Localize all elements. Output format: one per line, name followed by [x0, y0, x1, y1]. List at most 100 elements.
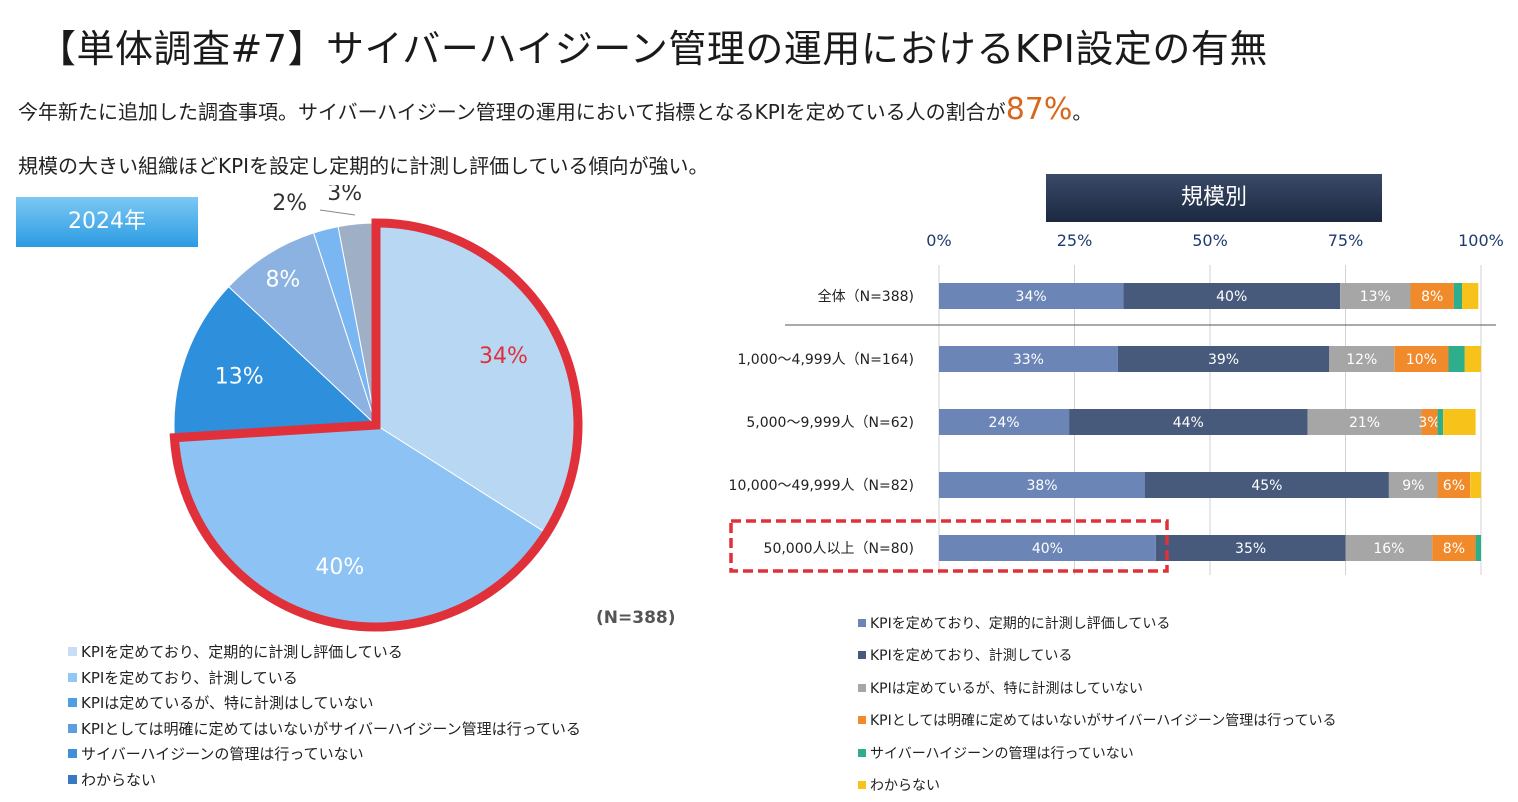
- bar-segment: [1448, 346, 1465, 372]
- category-label: 10,000～49,999人（N=82): [729, 478, 914, 494]
- subtitle-line-2: 規模の大きい組織ほどKPIを設定し定期的に計測し評価している傾向が強い。: [18, 154, 709, 178]
- pie-legend: KPIを定めており、定期的に計測し評価している KPIを定めており、計測している K…: [68, 640, 581, 793]
- x-tick-label: 75%: [1328, 231, 1364, 250]
- bar-segment: [1117, 346, 1330, 372]
- bar-legend-item: KPIは定めているが、特に計測はしていない: [858, 673, 1337, 705]
- bar-value-label: 13%: [1360, 289, 1391, 305]
- legend-label: KPIは定めているが、特に計測はしていない: [870, 680, 1144, 697]
- year-badge: 2024年: [16, 197, 198, 247]
- pie-legend-item: サイバーハイジーンの管理は行っていない: [68, 742, 581, 768]
- pie-slice-label: 8%: [265, 267, 300, 292]
- legend-swatch: [858, 619, 866, 627]
- bar-legend: KPIを定めており、定期的に計測し評価している KPIを定めており、計測している K…: [858, 608, 1337, 802]
- x-tick-label: 100%: [1458, 231, 1504, 250]
- category-label: 1,000～4,999人（N=164): [737, 352, 914, 368]
- pie-slice: [227, 232, 377, 426]
- bar-segment: [1437, 409, 1443, 435]
- bar-legend-item: KPIを定めており、計測している: [858, 640, 1337, 672]
- pie-legend-item: わからない: [68, 768, 581, 794]
- bar-value-label: 9%: [1402, 478, 1424, 494]
- bar-value-label: 44%: [1173, 415, 1204, 431]
- legend-swatch: [68, 647, 77, 656]
- legend-label: KPIを定めており、計測している: [870, 648, 1073, 665]
- bar-value-label: 45%: [1251, 478, 1282, 494]
- legend-label: KPIを定めており、計測している: [81, 668, 298, 687]
- legend-label: KPIとしては明確に定めてはいないがサイバーハイジーン管理は行っている: [870, 713, 1337, 730]
- bar-segment: [1462, 283, 1479, 309]
- row-highlight-box: [729, 519, 1169, 573]
- legend-label: サイバーハイジーンの管理は行っていない: [870, 745, 1134, 762]
- subtitle-text: 今年新たに追加した調査事項。サイバーハイジーン管理の運用において指標となるKPI…: [18, 100, 1006, 124]
- pie-slice-label: 13%: [215, 365, 264, 390]
- bar-value-label: 21%: [1349, 415, 1380, 431]
- legend-swatch: [858, 716, 866, 725]
- bar-segment: [1432, 535, 1476, 561]
- bar-segment: [939, 535, 1156, 561]
- category-label: 5,000～9,999人（N=62): [746, 415, 914, 431]
- bar-segment: [1069, 409, 1308, 435]
- bar-segment: [1307, 409, 1422, 435]
- bar-value-label: 33%: [1013, 352, 1044, 368]
- bar-value-label: 35%: [1235, 541, 1266, 557]
- legend-label: KPIを定めており、定期的に計測し評価している: [81, 643, 403, 661]
- bar-value-label: 40%: [1216, 289, 1247, 305]
- bar-value-label: 6%: [1443, 478, 1465, 494]
- pie-leader-line: [319, 209, 356, 216]
- legend-swatch: [858, 781, 866, 790]
- legend-swatch: [68, 723, 77, 733]
- legend-label: わからない: [81, 770, 157, 789]
- subtitle-line-1: 今年新たに追加した調査事項。サイバーハイジーン管理の運用において指標となるKPI…: [18, 92, 1092, 127]
- pie-sample-size: (N=388): [596, 608, 676, 628]
- bar-legend-item: KPIとしては明確に定めてはいないがサイバーハイジーン管理は行っている: [858, 705, 1337, 737]
- bar-segment: [1464, 346, 1481, 372]
- bar-value-label: 38%: [1026, 478, 1057, 494]
- x-tick-label: 50%: [1192, 231, 1228, 250]
- bar-segment: [939, 346, 1118, 372]
- pie-legend-item: KPIを定めており、定期的に計測し評価している: [68, 640, 581, 666]
- bar-segment: [1345, 535, 1433, 561]
- bar-value-label: 40%: [1032, 541, 1063, 557]
- bar-segment: [939, 409, 1070, 435]
- bar-segment: [1410, 283, 1454, 309]
- bar-segment: [1123, 283, 1341, 309]
- bar-value-label: 8%: [1421, 289, 1443, 305]
- bar-segment: [1453, 283, 1462, 309]
- pie-legend-item: KPIは定めているが、特に計測はしていない: [68, 691, 581, 717]
- subtitle-end: 。: [1072, 100, 1093, 124]
- pie-highlight-outline: [169, 218, 583, 632]
- bar-value-label: 10%: [1406, 352, 1437, 368]
- legend-swatch: [858, 683, 866, 692]
- bar-segment: [1443, 409, 1476, 435]
- bar-segment: [1155, 535, 1346, 561]
- bar-segment: [1145, 472, 1389, 498]
- bar-segment: [1388, 472, 1438, 498]
- legend-label: KPIを定めており、定期的に計測し評価している: [870, 616, 1171, 632]
- legend-label: KPIとしては明確に定めてはいないがサイバーハイジーン管理は行っている: [81, 719, 581, 738]
- bar-value-label: 34%: [1016, 289, 1047, 305]
- pie-slice: [173, 285, 378, 439]
- legend-swatch: [68, 672, 77, 682]
- bar-segment: [1421, 409, 1438, 435]
- category-label: 全体（N=388): [818, 288, 914, 305]
- page-title: 【単体調査#7】サイバーハイジーン管理の運用におけるKPI設定の有無: [38, 27, 1268, 71]
- bar-segment: [939, 472, 1145, 498]
- bar-value-label: 12%: [1346, 352, 1377, 368]
- bar-value-label: 3%: [1418, 415, 1440, 431]
- pie-slice-label: 34%: [479, 344, 528, 369]
- bar-value-label: 8%: [1443, 541, 1465, 557]
- legend-swatch: [858, 651, 866, 660]
- bar-segment: [939, 283, 1124, 309]
- bar-segment: [1475, 535, 1481, 561]
- bar-value-label: 24%: [988, 415, 1019, 431]
- pie-slice-label: 40%: [315, 555, 364, 580]
- pie-slice-label: 2%: [272, 191, 307, 216]
- bar-segment: [1340, 283, 1411, 309]
- pie-legend-item: KPIとしては明確に定めてはいないがサイバーハイジーン管理は行っている: [68, 717, 581, 743]
- legend-label: サイバーハイジーンの管理は行っていない: [81, 745, 364, 763]
- bar-segment: [1329, 346, 1395, 372]
- stacked-bar-chart: 0% 25% 50% 75% 100% 全体（N=388) 34% 40% 13% 8% 1,000…: [729, 231, 1504, 575]
- legend-swatch: [68, 749, 77, 758]
- scale-section-title: 規模別: [1046, 174, 1382, 222]
- legend-swatch: [68, 698, 77, 707]
- bar-value-label: 16%: [1373, 541, 1404, 557]
